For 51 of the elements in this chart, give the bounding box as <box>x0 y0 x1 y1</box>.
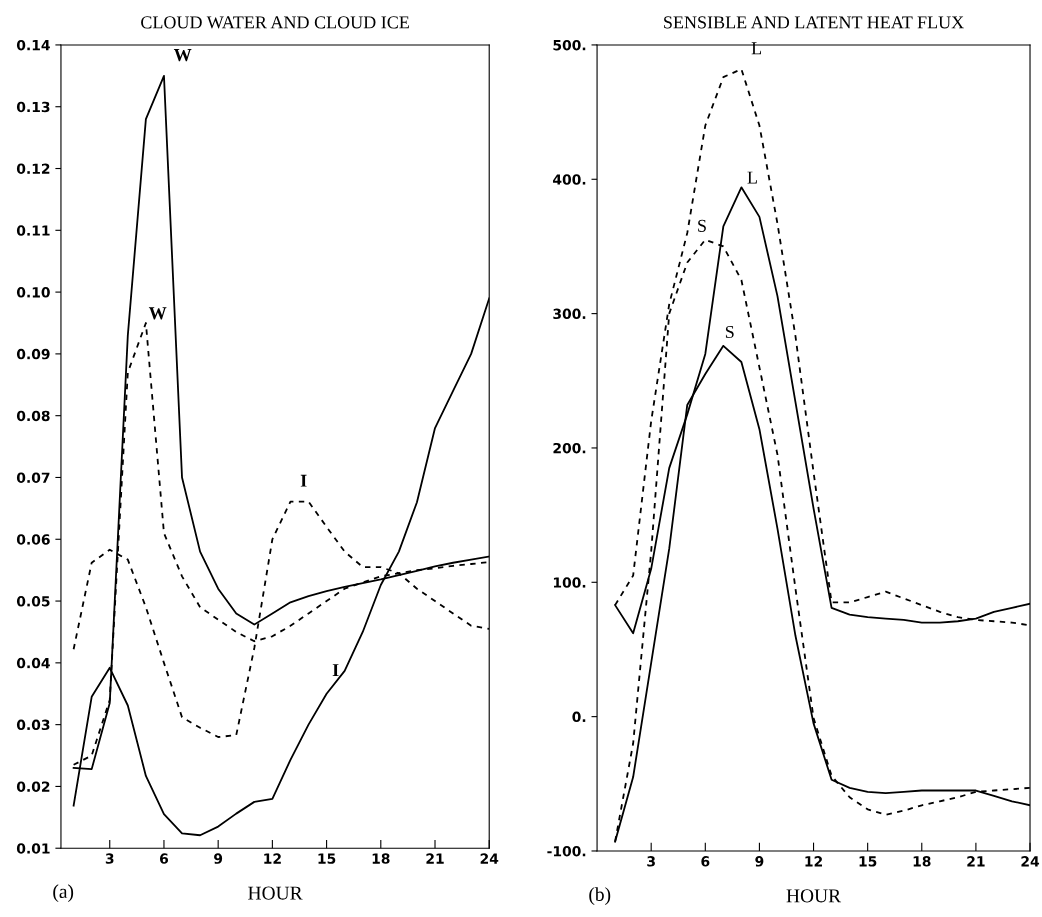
series-label: I <box>300 474 307 487</box>
series-label: S <box>725 325 734 339</box>
series-label: S <box>698 219 706 232</box>
series-label: I <box>332 664 339 677</box>
x-tick-label: 18 <box>913 856 931 867</box>
x-tick-label: 6 <box>701 856 710 867</box>
x-tick-label: 18 <box>372 853 390 864</box>
y-tick-label: 0.14 <box>16 39 50 51</box>
series-label: W <box>173 49 192 62</box>
x-tick-label: 3 <box>647 856 655 867</box>
y-tick-label: 0.04 <box>16 657 50 669</box>
y-tick-label: 0.13 <box>16 101 50 113</box>
x-axis-title: HOUR <box>248 886 303 900</box>
y-tick-label: 400. <box>553 174 586 185</box>
y-tick-label: 0.09 <box>16 348 50 360</box>
text: (b) <box>589 887 611 905</box>
x-tick-label: 21 <box>967 856 985 867</box>
x-axis-title: HOUR <box>786 889 842 903</box>
series-label: W <box>148 307 167 320</box>
y-tick-label: -100. <box>547 845 586 857</box>
chart-title: SENSIBLE AND LATENT HEAT FLUX <box>664 16 964 29</box>
y-tick-label: 0.07 <box>16 472 50 483</box>
x-tick-label: 15 <box>859 856 877 867</box>
x-tick-label: 12 <box>264 853 281 864</box>
x-tick-label: 24 <box>1021 856 1040 867</box>
x-tick-label: 9 <box>755 856 764 867</box>
x-tick-label: 9 <box>214 853 223 864</box>
y-tick-label: 500. <box>553 39 586 51</box>
y-tick-label: 0.11 <box>16 225 50 236</box>
y-tick-label: 0.03 <box>16 719 50 731</box>
y-tick-label: 0.10 <box>16 287 50 298</box>
y-tick-label: 0.02 <box>16 781 50 792</box>
x-tick-label: 6 <box>159 853 169 864</box>
y-tick-label: 0.06 <box>16 534 50 545</box>
y-tick-label: 0.08 <box>16 410 50 422</box>
x-tick-label: 21 <box>426 853 444 864</box>
series-label: L <box>751 42 762 55</box>
chart-title: CLOUD WATER AND CLOUD ICE <box>141 16 409 29</box>
y-tick-label: 0.05 <box>16 596 50 607</box>
y-tick-label: 100. <box>553 577 586 588</box>
series-label: L <box>747 171 757 184</box>
y-tick-label: 0. <box>572 711 586 723</box>
x-tick-label: 15 <box>318 853 336 864</box>
y-tick-label: 0.12 <box>16 163 50 174</box>
text: (a) <box>53 884 74 903</box>
y-tick-label: 200. <box>553 442 586 454</box>
x-tick-label: 12 <box>805 856 822 867</box>
y-tick-label: 300. <box>553 308 586 320</box>
x-tick-label: 3 <box>105 853 114 864</box>
y-tick-label: 0.01 <box>16 843 50 854</box>
x-tick-label: 24 <box>480 853 499 864</box>
